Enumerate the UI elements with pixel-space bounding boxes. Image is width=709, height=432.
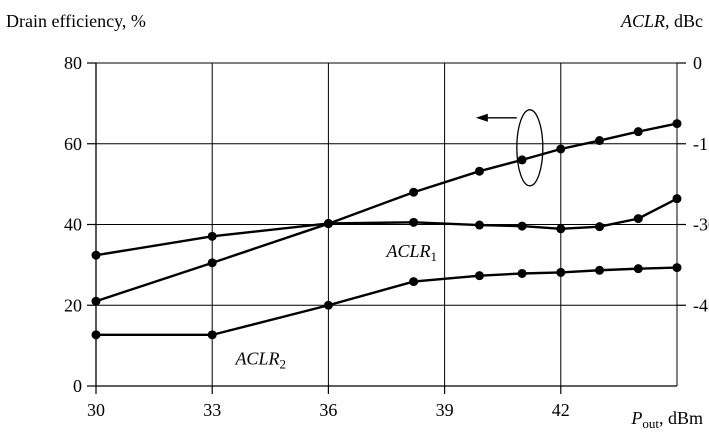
data-point [672,194,682,204]
data-point [323,218,333,228]
y-right-tick-label: -15 [693,134,709,154]
x-axis-title-unit: , dBm [659,408,703,428]
data-point [323,300,333,310]
tick-labels: 30 33 36 39 42 0 20 40 60 80 0 -15 -30 -45 [64,53,709,420]
data-point [517,155,527,165]
data-point [91,330,101,340]
series-label-name: ACLR [386,241,431,261]
x-tick-label: 36 [319,400,337,420]
data-point [556,224,566,234]
data-point [672,119,682,129]
series-line-1 [95,197,678,257]
y-right-tick-label: -30 [693,215,709,235]
axis-marker-arrowhead [475,113,488,122]
x-tick-label: 42 [552,400,570,420]
series-label-name: ACLR [234,348,279,368]
data-point [409,277,419,287]
data-point [556,144,566,154]
x-tick-label: 30 [87,400,105,420]
y-left-tick-label: 40 [64,215,82,235]
data-point [633,127,643,137]
series-label-subscript: 1 [431,249,438,264]
data-point [595,136,605,146]
y-left-tick-label: 20 [64,295,82,315]
data-point [672,263,682,273]
data-point [91,250,101,260]
y-left-tick-label: 80 [64,53,82,73]
y-left-tick-label: 0 [73,376,82,396]
y-axis-right-title: ACLR, dBc [620,11,703,31]
data-point [556,267,566,277]
x-tick-label: 39 [436,400,454,420]
data-point [207,231,217,241]
grid [96,62,678,386]
y-axis-right-title-unit: , dBc [665,11,703,31]
data-point [517,221,527,231]
data-point [474,166,484,176]
y-axis-left-title: Drain efficiency, % [6,11,146,31]
series-line-2 [96,266,678,337]
y-right-tick-label: -45 [693,295,709,315]
x-axis-title: Pout, dBm [630,408,703,431]
axis-marker-ellipse [516,109,544,187]
x-tick-label: 33 [203,400,221,420]
data-point [474,220,484,230]
data-point [207,258,217,268]
data-point [409,217,419,227]
data-point [474,271,484,281]
series-layer [91,119,682,340]
data-point [517,268,527,278]
data-point [633,264,643,274]
data-point [409,187,419,197]
x-axis-title-name: P [630,408,642,428]
data-point [595,265,605,275]
series-label-1: ACLR1 [386,241,438,264]
data-point [207,330,217,340]
y-left-tick-label: 60 [64,134,82,154]
data-point [595,222,605,232]
y-right-tick-label: 0 [693,53,702,73]
data-point [91,296,101,306]
series-line-0 [95,122,678,303]
series-label-2: ACLR2 [234,348,286,371]
series-label-subscript: 2 [279,356,286,371]
y-axis-right-title-name: ACLR [620,11,665,31]
data-point [633,214,643,224]
x-axis-title-subscript: out [642,416,659,431]
